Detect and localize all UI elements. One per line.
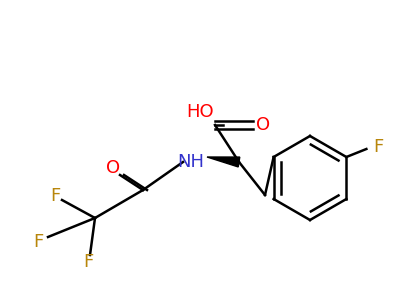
- Text: F: F: [373, 138, 384, 156]
- Text: O: O: [256, 116, 270, 134]
- Text: F: F: [33, 233, 43, 251]
- Text: F: F: [50, 187, 60, 205]
- Text: HO: HO: [186, 103, 214, 121]
- Text: O: O: [106, 159, 120, 177]
- Polygon shape: [207, 157, 240, 167]
- Text: F: F: [83, 253, 93, 271]
- Text: NH: NH: [178, 153, 204, 171]
